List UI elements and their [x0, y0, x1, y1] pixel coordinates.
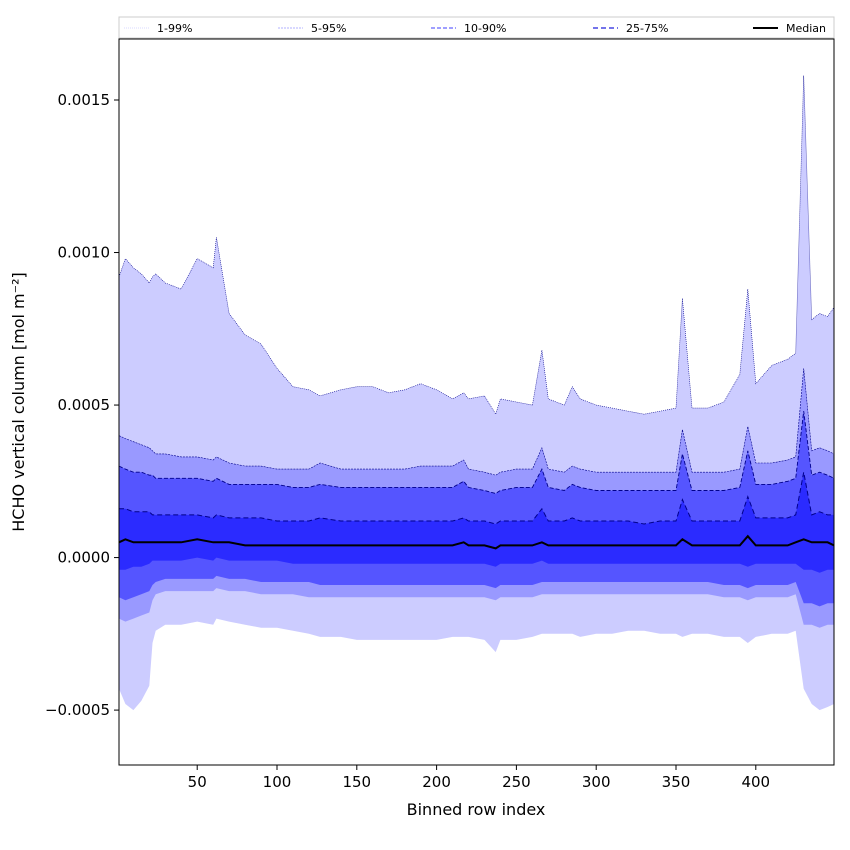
line-5-95-upper: [118, 368, 835, 476]
band-25-75-area: [119, 472, 834, 573]
band-1-99-area: [119, 75, 834, 711]
median-line: [118, 534, 835, 550]
y-tick-label: −0.0005: [45, 701, 110, 719]
legend-label-Median: Median: [786, 22, 826, 35]
legend-label-10-90: 10-90%: [464, 22, 506, 35]
y-tick-label: 0.0000: [58, 549, 111, 567]
x-tick-label: 200: [422, 773, 451, 791]
x-axis-label: Binned row index: [407, 800, 546, 819]
y-tick-label: 0.0005: [58, 396, 111, 414]
plot-frame: [118, 38, 835, 766]
line-1-99-upper: [118, 75, 835, 415]
x-axis-ticks: 50 100 150 200 250 300 350 400: [188, 765, 770, 791]
y-tick-label: 0.0015: [58, 91, 111, 109]
x-tick-label: 350: [662, 773, 691, 791]
legend-label-1-99: 1-99%: [157, 22, 192, 35]
legend-label-5-95: 5-95%: [311, 22, 346, 35]
legend: 1-99% 5-95% 10-90% 25-75% Median: [118, 16, 835, 39]
percentile-lines: [118, 75, 835, 550]
legend-label-25-75: 25-75%: [626, 22, 668, 35]
y-axis-ticks: −0.0005 0.0000 0.0005 0.0010 0.0015: [45, 91, 119, 719]
line-25-75-upper: [119, 472, 834, 525]
percentile-bands: [119, 75, 834, 711]
x-tick-label: 400: [741, 773, 770, 791]
x-tick-label: 300: [582, 773, 611, 791]
x-tick-label: 250: [502, 773, 531, 791]
x-tick-label: 100: [263, 773, 292, 791]
legend-box: [118, 16, 835, 39]
y-axis-label: HCHO vertical column [mol m⁻²]: [9, 272, 28, 531]
y-tick-label: 0.0010: [58, 244, 111, 262]
line-10-90-upper: [118, 411, 835, 494]
x-tick-label: 150: [342, 773, 371, 791]
x-tick-label: 50: [188, 773, 207, 791]
